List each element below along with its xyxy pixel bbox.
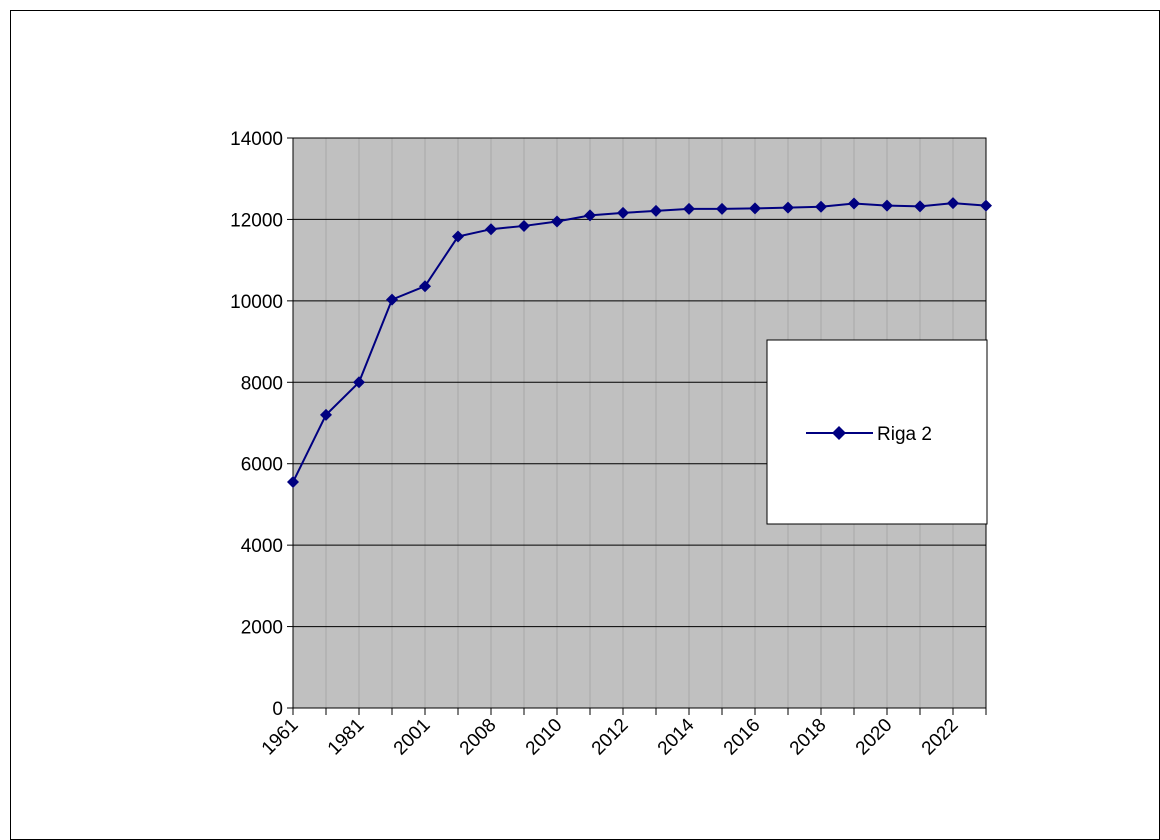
data-point — [914, 200, 926, 213]
y-tick-label: 10000 — [230, 292, 283, 313]
data-point — [716, 202, 728, 215]
data-point — [749, 202, 761, 215]
legend-box — [766, 339, 988, 525]
data-point — [815, 200, 827, 213]
series-line — [292, 202, 987, 483]
data-point — [980, 199, 992, 212]
x-tick-label: 2014 — [654, 714, 699, 759]
x-axis-ticks: 1961 1981 2001 2008 2010 2012 2014 2016 2018 2020… — [258, 708, 987, 760]
data-point — [881, 199, 893, 212]
y-tick-label: 12000 — [230, 210, 283, 231]
x-tick-label: 2012 — [588, 715, 633, 760]
x-tick-label: 2010 — [522, 715, 567, 760]
data-point — [452, 230, 464, 243]
legend-marker-icon — [832, 426, 846, 440]
series-group — [287, 197, 992, 489]
data-point — [485, 223, 497, 236]
legend-label: Riga 2 — [877, 424, 932, 445]
y-tick-label: 6000 — [241, 455, 283, 476]
y-tick-label: 8000 — [241, 373, 283, 394]
x-tick-label: 2001 — [390, 715, 435, 760]
x-tick-label: 2016 — [720, 715, 765, 760]
data-point — [518, 219, 530, 232]
x-tick-label: 2008 — [456, 715, 501, 760]
y-tick-label: 2000 — [241, 618, 283, 639]
x-tick-label: 2018 — [786, 715, 831, 760]
legend: Riga 2 — [766, 339, 988, 525]
y-tick-label: 4000 — [241, 536, 283, 557]
y-tick-label: 0 — [272, 699, 283, 720]
x-tick-label: 1961 — [258, 715, 303, 760]
data-point — [947, 197, 959, 210]
data-point — [848, 197, 860, 210]
data-point — [617, 206, 629, 219]
data-point — [683, 202, 695, 215]
data-point — [584, 209, 596, 222]
y-axis-ticks: 0 2000 4000 6000 8000 10000 12000 14000 — [230, 129, 293, 720]
data-point — [353, 376, 365, 389]
data-point — [320, 408, 332, 421]
x-tick-label: 2020 — [852, 715, 897, 760]
x-tick-label: 1981 — [324, 715, 369, 760]
y-tick-label: 14000 — [230, 129, 283, 150]
data-point — [287, 476, 299, 489]
data-point — [419, 280, 431, 293]
data-point — [650, 204, 662, 217]
data-point — [551, 215, 563, 228]
data-point — [386, 293, 398, 306]
x-tick-label: 2022 — [918, 715, 963, 760]
data-point — [782, 201, 794, 214]
